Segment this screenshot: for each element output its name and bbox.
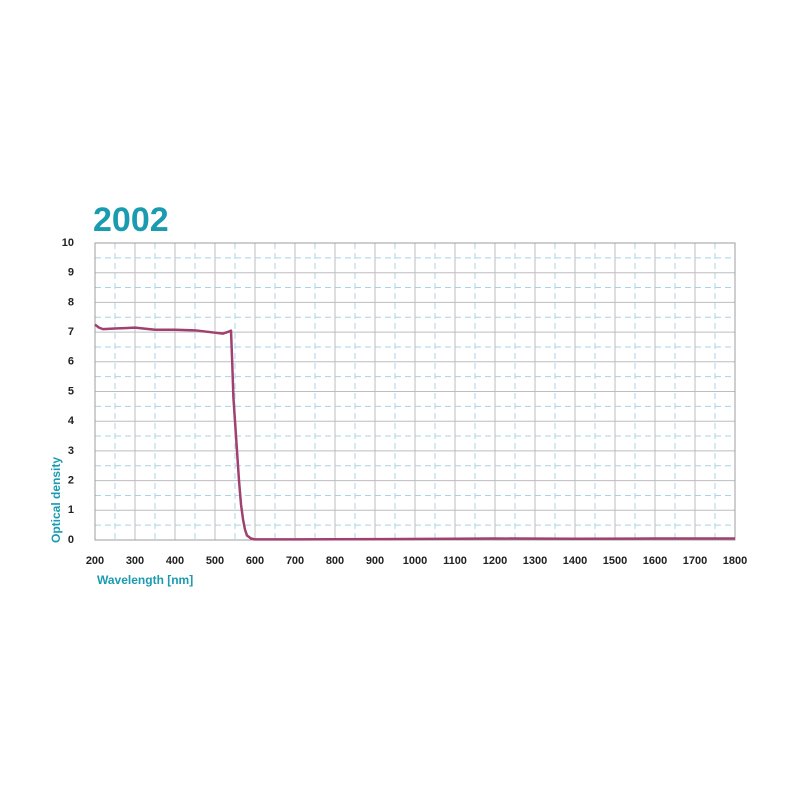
- y-tick-label: 5: [68, 385, 74, 397]
- x-tick-label: 1000: [403, 555, 427, 567]
- x-axis-label: Wavelength [nm]: [97, 573, 193, 587]
- x-tick-label: 1700: [683, 555, 707, 567]
- data-line: [94, 323, 735, 541]
- x-tick-label: 1300: [523, 555, 547, 567]
- x-tick-label: 1600: [643, 555, 667, 567]
- y-tick-label: 2: [68, 475, 74, 487]
- y-tick-label: 7: [68, 326, 74, 338]
- y-tick-label: 0: [68, 534, 74, 546]
- x-tick-label: 1100: [443, 555, 467, 567]
- y-tick-label: 10: [62, 237, 74, 249]
- x-tick-label: 700: [286, 555, 304, 567]
- x-tick-label: 1400: [563, 555, 587, 567]
- chart-title: 2002: [93, 201, 169, 239]
- x-tick-label: 900: [366, 555, 384, 567]
- y-tick-label: 8: [68, 296, 74, 308]
- x-tick-label: 600: [246, 555, 264, 567]
- x-tick-label: 200: [86, 555, 104, 567]
- x-tick-label: 1800: [723, 555, 747, 567]
- x-tick-label: 1200: [483, 555, 507, 567]
- x-tick-label: 800: [326, 555, 344, 567]
- y-tick-label: 6: [68, 356, 74, 368]
- x-tick-label: 500: [206, 555, 224, 567]
- y-axis-label: Optical density: [49, 457, 63, 543]
- y-tick-label: 9: [68, 267, 74, 279]
- x-tick-label: 300: [126, 555, 144, 567]
- y-tick-label: 3: [68, 445, 74, 457]
- x-tick-label: 400: [166, 555, 184, 567]
- y-tick-label: 4: [68, 415, 75, 427]
- x-tick-label: 1500: [603, 555, 627, 567]
- y-tick-label: 1: [68, 504, 74, 516]
